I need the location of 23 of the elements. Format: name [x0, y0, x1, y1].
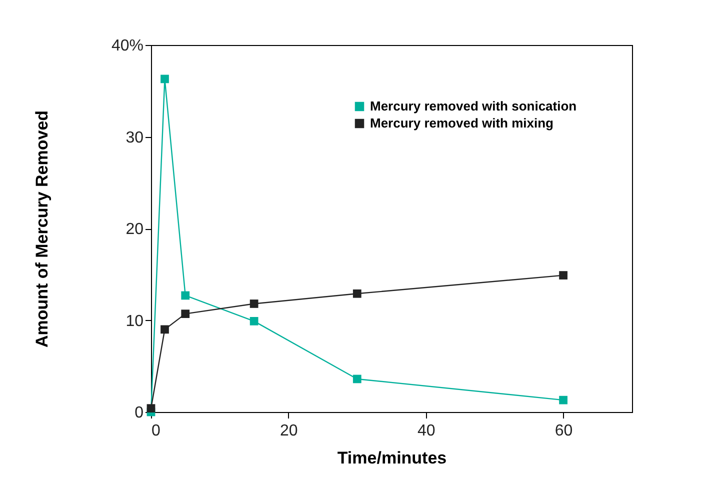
legend-label: Mercury removed with mixing [370, 116, 554, 130]
x-axis-title: Time/minutes [337, 448, 447, 468]
legend-label: Mercury removed with sonication [370, 98, 577, 114]
point [352, 289, 362, 298]
point [559, 271, 568, 280]
point [250, 316, 258, 326]
x-tick-label: 0 [152, 422, 160, 440]
point [160, 74, 169, 84]
y-tick-label: 40% [111, 38, 144, 54]
point [250, 300, 258, 308]
x-tick-label: 20 [280, 422, 298, 440]
y-tick-label: 20 [126, 221, 144, 238]
y-tick-label: 10 [126, 312, 144, 330]
point [160, 325, 169, 334]
point [181, 310, 190, 318]
x-tick-label: 40 [417, 422, 436, 440]
y-tick-label: 0 [134, 404, 144, 422]
y-axis-title: Amount of Mercury Removed [32, 110, 52, 348]
point [559, 396, 568, 404]
point [352, 374, 362, 384]
x-tick-label: 60 [554, 422, 573, 440]
y-tick-label: 30 [126, 129, 144, 146]
point [181, 291, 190, 300]
